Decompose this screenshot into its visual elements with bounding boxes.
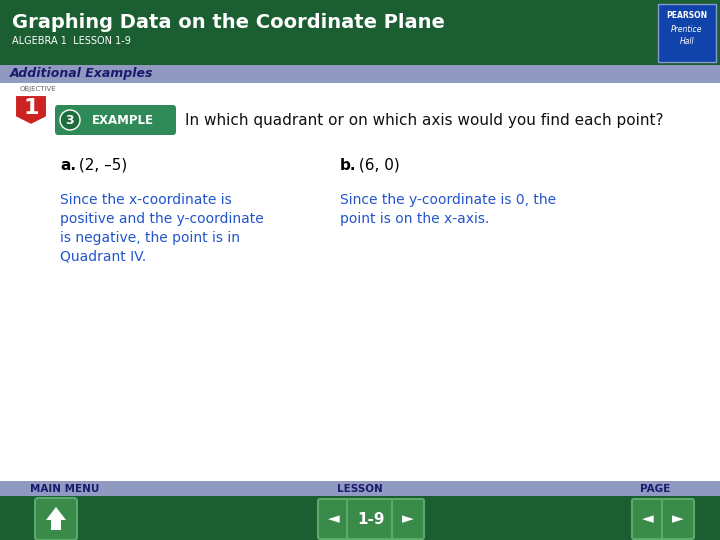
Text: b.: b.	[340, 158, 356, 172]
Circle shape	[60, 110, 80, 130]
FancyBboxPatch shape	[347, 499, 395, 539]
FancyBboxPatch shape	[55, 105, 176, 135]
FancyBboxPatch shape	[0, 496, 720, 540]
Text: 1: 1	[23, 98, 39, 118]
Text: LESSON: LESSON	[337, 483, 383, 494]
Text: 1-9: 1-9	[357, 511, 384, 526]
Text: Since the x-coordinate is: Since the x-coordinate is	[60, 193, 232, 207]
Text: Prentice: Prentice	[671, 25, 703, 35]
Text: MAIN MENU: MAIN MENU	[30, 483, 99, 494]
Text: OBJECTIVE: OBJECTIVE	[20, 86, 57, 92]
FancyBboxPatch shape	[658, 4, 716, 62]
Text: Graphing Data on the Coordinate Plane: Graphing Data on the Coordinate Plane	[12, 12, 445, 31]
Text: Quadrant IV.: Quadrant IV.	[60, 250, 146, 264]
FancyBboxPatch shape	[662, 499, 694, 539]
Text: ALGEBRA 1  LESSON 1-9: ALGEBRA 1 LESSON 1-9	[12, 36, 131, 46]
Polygon shape	[15, 95, 47, 125]
Text: Additional Examples: Additional Examples	[10, 68, 153, 80]
Polygon shape	[46, 507, 66, 530]
Text: ►: ►	[672, 511, 684, 526]
Text: EXAMPLE: EXAMPLE	[92, 113, 154, 126]
FancyBboxPatch shape	[0, 0, 720, 65]
Text: Hall: Hall	[680, 37, 694, 46]
Text: PEARSON: PEARSON	[667, 11, 708, 21]
Text: (6, 0): (6, 0)	[354, 158, 400, 172]
Text: ◄: ◄	[328, 511, 340, 526]
Text: In which quadrant or on which axis would you find each point?: In which quadrant or on which axis would…	[185, 112, 664, 127]
Text: 3: 3	[66, 113, 74, 126]
Text: positive and the y-coordinate: positive and the y-coordinate	[60, 212, 264, 226]
Text: point is on the x-axis.: point is on the x-axis.	[340, 212, 490, 226]
FancyBboxPatch shape	[392, 499, 424, 539]
FancyBboxPatch shape	[0, 481, 720, 496]
Text: ►: ►	[402, 511, 414, 526]
Text: ◄: ◄	[642, 511, 654, 526]
Text: Since the y-coordinate is 0, the: Since the y-coordinate is 0, the	[340, 193, 556, 207]
Text: a.: a.	[60, 158, 76, 172]
FancyBboxPatch shape	[0, 83, 720, 485]
FancyBboxPatch shape	[0, 65, 720, 83]
Text: is negative, the point is in: is negative, the point is in	[60, 231, 240, 245]
Text: (2, –5): (2, –5)	[74, 158, 127, 172]
Text: PAGE: PAGE	[640, 483, 670, 494]
FancyBboxPatch shape	[318, 499, 350, 539]
FancyBboxPatch shape	[35, 498, 77, 540]
FancyBboxPatch shape	[632, 499, 664, 539]
